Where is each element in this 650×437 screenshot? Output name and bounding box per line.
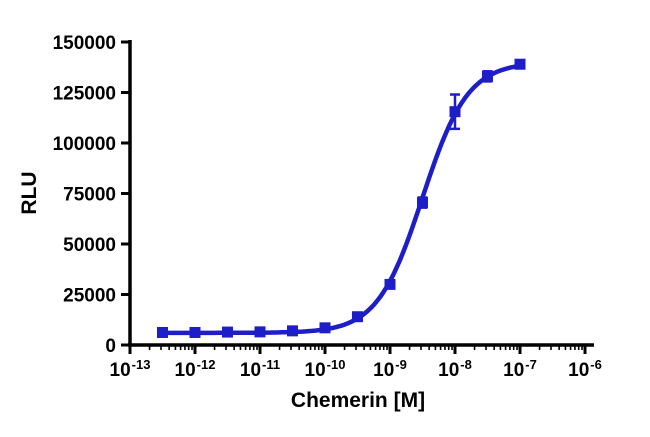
y-tick-label: 0 [105,336,116,357]
y-tick-label: 125000 [53,84,116,105]
y-tick-label: 150000 [53,33,116,54]
y-tick-label: 75000 [63,185,116,206]
data-point [481,70,493,82]
y-tick-label: 50000 [63,235,116,256]
x-tick-label: 10-12 [175,357,216,381]
data-point [384,278,396,290]
data-point [156,326,168,338]
data-point [254,326,266,338]
x-tick-label: 10-8 [438,357,472,381]
y-axis-title: RLU [18,171,41,215]
y-tick-label: 25000 [63,286,116,307]
x-tick-label: 10-13 [110,357,151,381]
data-point [221,326,233,338]
x-axis-title: Chemerin [M] [290,389,426,412]
data-point [416,197,428,209]
x-tick-label: 10-11 [240,357,280,381]
fit-curve [160,63,526,336]
x-tick-label: 10-10 [305,357,346,381]
data-point [286,325,298,337]
x-tick-label: 10-9 [373,357,407,381]
data-point [319,322,331,334]
y-tick-label: 100000 [53,134,116,155]
data-point [514,58,526,70]
data-point [189,326,201,338]
data-point [449,106,461,118]
x-tick-label: 10-6 [568,357,602,381]
x-tick-label: 10-7 [503,357,537,381]
data-point [351,311,363,323]
